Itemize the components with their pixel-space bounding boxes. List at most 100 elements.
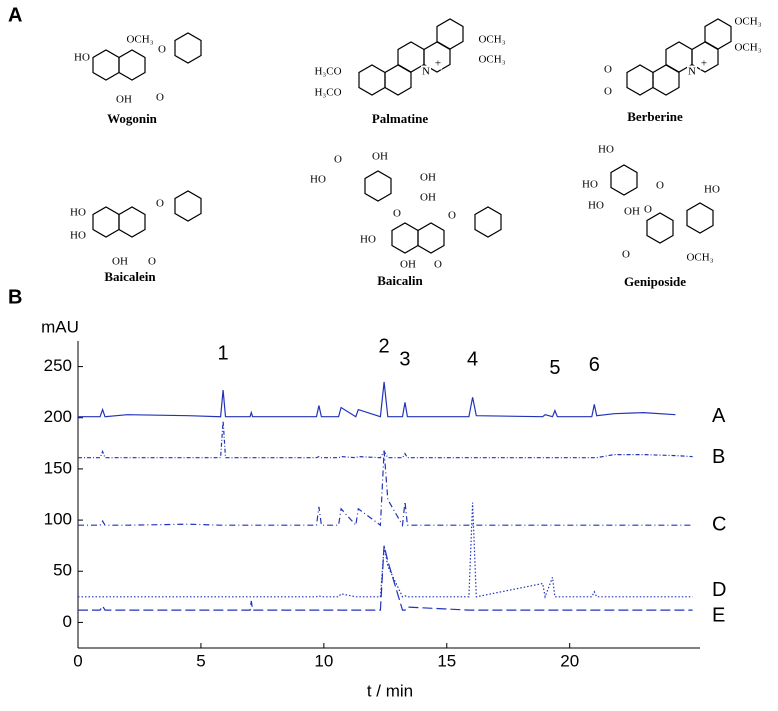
atom-label: OH — [400, 259, 416, 271]
atom-label: HO — [588, 200, 604, 212]
atom-bg — [419, 191, 437, 204]
chromatogram-line — [78, 545, 693, 611]
atom-bg — [685, 251, 715, 264]
atom-label: OCH₃ — [734, 42, 761, 54]
peak-label: 6 — [589, 354, 600, 376]
atom-label: O — [644, 204, 652, 216]
ring — [436, 18, 464, 50]
atom-label: O — [156, 92, 164, 104]
y-tick-label: 250 — [44, 356, 72, 375]
ring — [118, 206, 146, 238]
atom-label: N — [422, 66, 430, 78]
atom-bg — [655, 179, 666, 192]
atom-label: N — [688, 66, 696, 78]
atom-label: O — [656, 180, 664, 192]
atom-label: H₃CO — [314, 87, 341, 99]
atom-label: O — [148, 256, 156, 268]
atom-bg — [371, 150, 389, 163]
peak-label: 4 — [467, 349, 478, 371]
ring — [704, 18, 732, 50]
panel-label: B — [8, 286, 22, 308]
y-tick-label: 100 — [44, 510, 72, 529]
atom-label: O — [393, 208, 401, 220]
ring — [174, 190, 202, 222]
atom-bg — [581, 178, 599, 191]
x-tick-label: 20 — [560, 651, 579, 670]
ring — [474, 206, 502, 238]
atom-bg — [333, 153, 344, 166]
ring — [610, 164, 638, 196]
x-tick-label: 5 — [196, 651, 205, 670]
atom-label: HO — [598, 144, 614, 156]
peak-label: 3 — [399, 349, 410, 371]
ring — [174, 32, 202, 64]
ring — [118, 49, 146, 81]
atom-label: OCH₃ — [478, 34, 505, 46]
atom-label: O — [434, 259, 442, 271]
atom-label: HO — [70, 230, 86, 242]
y-tick-label: 200 — [44, 407, 72, 426]
atom-label: HO — [74, 52, 90, 64]
chromatogram-line — [78, 381, 676, 418]
y-tick-label: 150 — [44, 458, 72, 477]
atom-label: OH — [112, 256, 128, 268]
x-tick-label: 0 — [73, 651, 82, 670]
atom-bg — [623, 205, 641, 218]
atom-label: + — [701, 58, 707, 70]
atom-label: O — [334, 154, 342, 166]
chromatogram-line — [78, 450, 693, 528]
ring — [417, 222, 445, 254]
atom-bg — [421, 65, 432, 78]
ring — [626, 64, 654, 96]
ring — [92, 49, 120, 81]
ring — [364, 170, 392, 202]
series-label: C — [712, 513, 726, 535]
atom-bg — [155, 91, 166, 104]
compound-name: Geniposide — [624, 274, 686, 289]
atom-bg — [125, 33, 155, 46]
atom-label: OH — [624, 206, 640, 218]
atom-bg — [447, 209, 458, 222]
atom-bg — [155, 197, 166, 210]
atom-bg — [703, 183, 721, 196]
series-label: A — [712, 405, 726, 427]
atom-label: O — [604, 64, 612, 76]
panel-label: A — [8, 4, 22, 26]
atom-label: O — [604, 86, 612, 98]
atom-label: H₃CO — [314, 66, 341, 78]
atom-label: O — [448, 210, 456, 222]
atom-label: OCH₃ — [734, 16, 761, 28]
compound-name: Baicalein — [104, 269, 156, 284]
ring — [391, 222, 419, 254]
atom-label: HO — [70, 207, 86, 219]
atom-bg — [359, 233, 377, 246]
atom-bg — [69, 229, 87, 242]
ring — [646, 212, 674, 244]
atom-bg — [433, 258, 444, 271]
atom-bg — [157, 43, 168, 56]
series-label: B — [712, 446, 725, 468]
atom-label: O — [156, 198, 164, 210]
atom-label: HO — [360, 234, 376, 246]
atom-bg — [587, 199, 605, 212]
compound-name: Berberine — [627, 109, 683, 124]
atom-bg — [733, 15, 763, 28]
atom-label: OH — [372, 151, 388, 163]
atom-label: O — [622, 249, 630, 261]
atom-bg — [733, 41, 763, 54]
atom-bg — [111, 255, 129, 268]
ring — [358, 64, 386, 96]
atom-label: + — [435, 58, 441, 70]
series-label: E — [712, 604, 725, 626]
atom-bg — [621, 248, 632, 261]
atom-bg — [73, 51, 91, 64]
ring — [92, 206, 120, 238]
y-axis-title: mAU — [41, 317, 79, 336]
peak-label: 1 — [217, 343, 228, 365]
peak-label: 5 — [549, 357, 560, 379]
atom-bg — [399, 258, 417, 271]
atom-label: HO — [310, 174, 326, 186]
atom-bg — [477, 53, 507, 66]
atom-label: OCH₃ — [478, 54, 505, 66]
atom-bg — [597, 143, 615, 156]
